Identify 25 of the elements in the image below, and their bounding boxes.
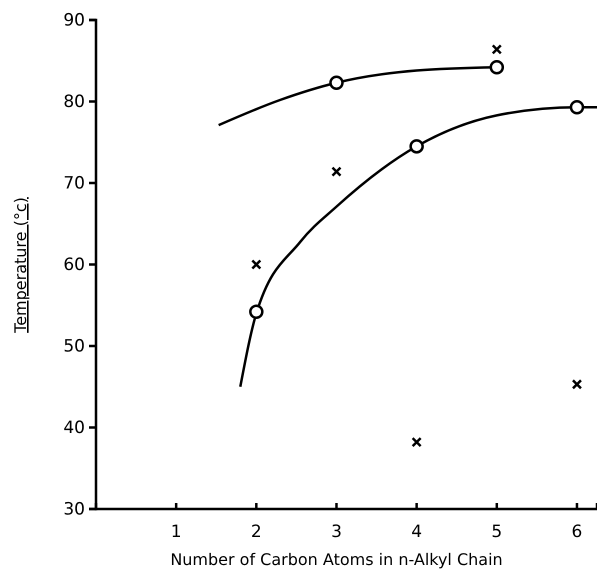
point — [409, 139, 424, 154]
y-tick-label: 80 — [63, 92, 85, 112]
point — [492, 44, 502, 55]
y-tick-label: 50 — [63, 336, 85, 356]
y-tick-label: 70 — [63, 173, 85, 194]
x-tick-label: 2 — [250, 522, 262, 542]
x-axis-title: Number of Carbon Atoms in n-Alkyl Chain — [170, 550, 503, 569]
x-tick-label: 4 — [411, 522, 422, 542]
x-tick-label: 3 — [331, 522, 342, 542]
point — [572, 379, 582, 390]
point — [331, 166, 342, 177]
y-tick-label: 30 — [63, 499, 85, 520]
point — [570, 100, 584, 114]
y-tick-label: 60 — [63, 254, 85, 275]
point — [490, 60, 504, 75]
y-tick-label: 90 — [63, 10, 85, 30]
point — [411, 436, 422, 448]
x-tick-label: 5 — [491, 522, 502, 542]
x-tick-label: 6 — [572, 522, 582, 542]
y-axis-title: Temperature (°c) — [11, 197, 30, 334]
x-tick-label: 1 — [170, 522, 182, 542]
point — [249, 304, 264, 320]
point — [329, 76, 344, 90]
y-tick-label: 40 — [63, 418, 85, 438]
point — [251, 259, 262, 270]
